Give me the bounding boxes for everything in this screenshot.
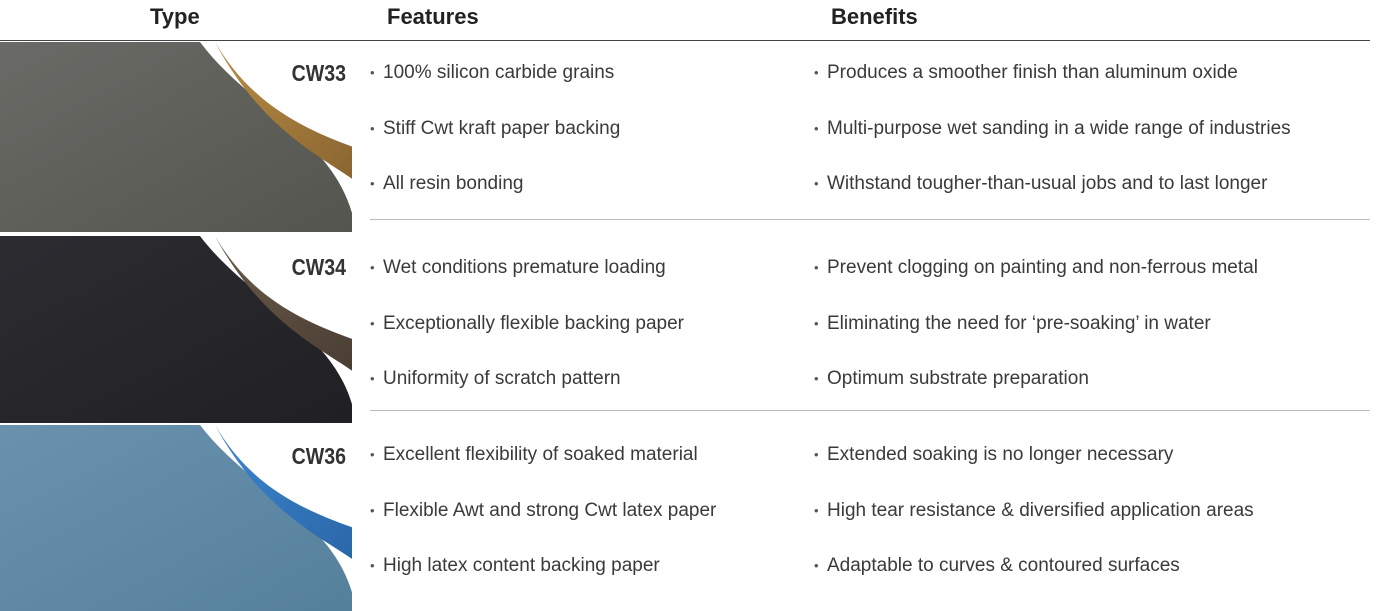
benefit-item: Multi-purpose wet sanding in a wide rang… <box>814 119 1372 138</box>
sandpaper-image <box>0 425 352 611</box>
feature-item: Excellent flexibility of soaked material <box>370 445 768 464</box>
sandpaper-image <box>0 42 352 232</box>
row-divider <box>370 219 1370 220</box>
feature-item: All resin bonding <box>370 174 768 193</box>
benefit-item: Eliminating the need for ‘pre-soaking’ i… <box>814 314 1372 333</box>
feature-item: Exceptionally flexible backing paper <box>370 314 768 333</box>
feature-item: Flexible Awt and strong Cwt latex paper <box>370 501 768 520</box>
header-rule <box>0 40 1370 41</box>
feature-item: 100% silicon carbide grains <box>370 63 768 82</box>
header-features: Features <box>387 4 479 29</box>
feature-item: Uniformity of scratch pattern <box>370 369 768 388</box>
product-code: CW33 <box>291 60 346 86</box>
product-code: CW34 <box>291 254 346 280</box>
sandpaper-image <box>0 236 352 423</box>
benefit-item: Prevent clogging on painting and non-fer… <box>814 258 1372 277</box>
product-code: CW36 <box>291 443 346 469</box>
benefit-item: Withstand tougher-than-usual jobs and to… <box>814 174 1372 193</box>
benefit-item: Produces a smoother finish than aluminum… <box>814 63 1372 82</box>
benefit-item: High tear resistance & diversified appli… <box>814 501 1372 520</box>
header-type: Type <box>150 4 200 29</box>
benefit-item: Extended soaking is no longer necessary <box>814 445 1372 464</box>
feature-item: High latex content backing paper <box>370 556 768 575</box>
feature-item: Wet conditions premature loading <box>370 258 768 277</box>
benefit-item: Adaptable to curves & contoured surfaces <box>814 556 1372 575</box>
benefit-item: Optimum substrate preparation <box>814 369 1372 388</box>
feature-item: Stiff Cwt kraft paper backing <box>370 119 768 138</box>
header-benefits: Benefits <box>831 4 918 29</box>
row-divider <box>370 410 1370 411</box>
